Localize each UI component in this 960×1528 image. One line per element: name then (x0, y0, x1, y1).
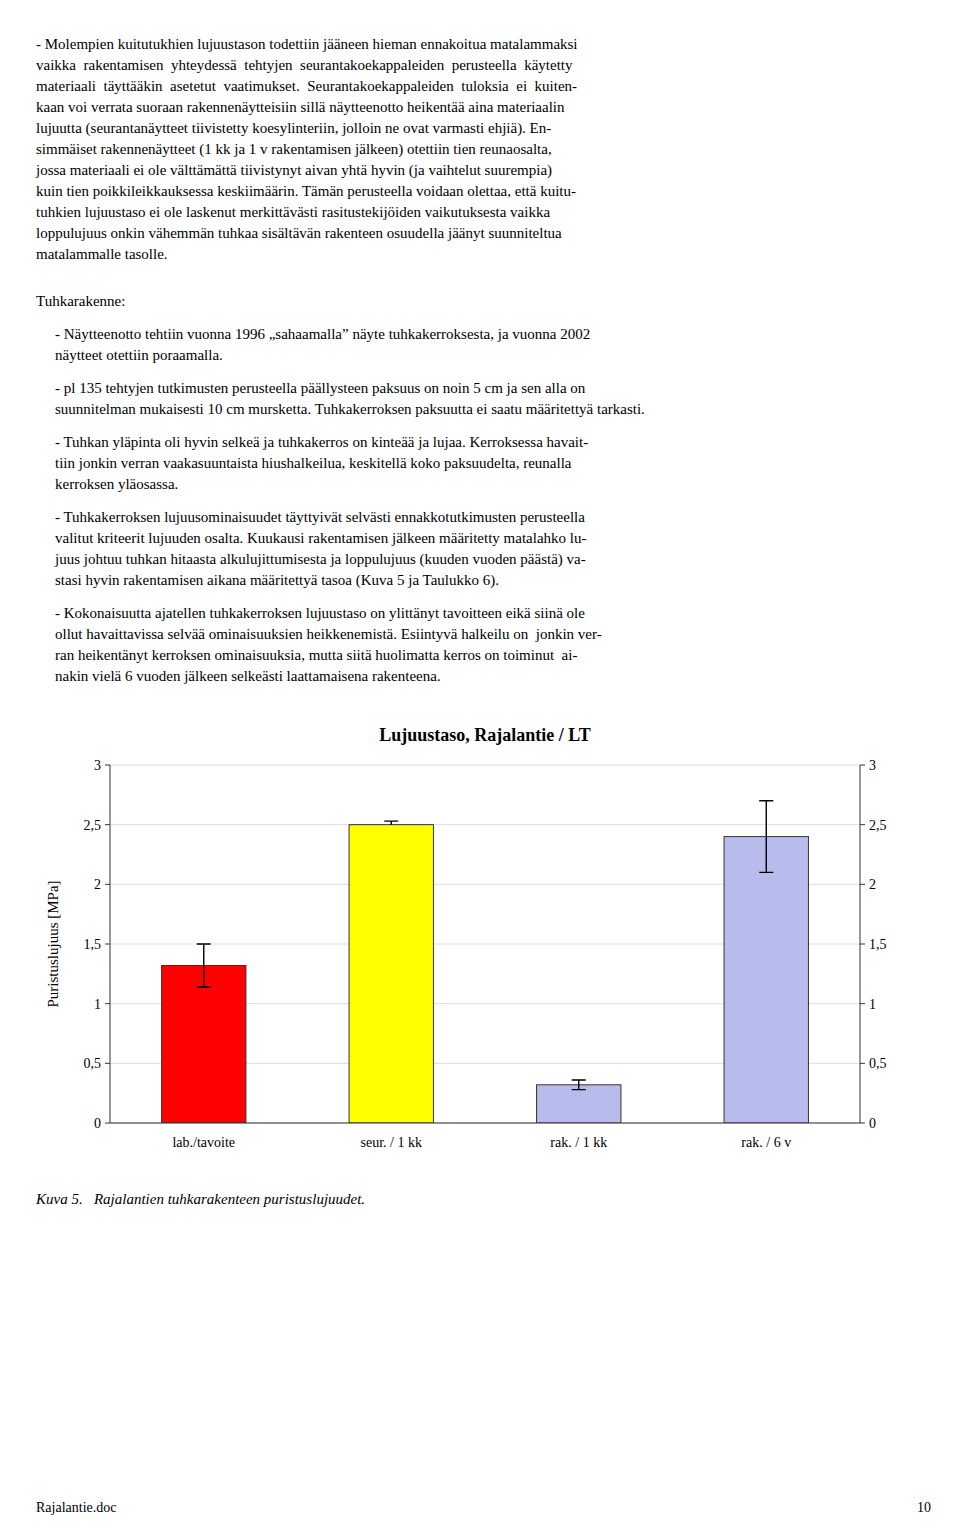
spacer (36, 366, 931, 378)
x-tick-label: lab./tavoite (172, 1135, 235, 1150)
spacer (36, 687, 931, 699)
bullet-line: näytteet otettiin poraamalla. (36, 345, 931, 366)
spacer (36, 265, 931, 291)
y2-tick (860, 765, 865, 766)
bullet-line: ran heikentänyt kerroksen ominaisuuksia,… (36, 645, 931, 666)
y-tick-label: 3 (94, 758, 101, 773)
paragraph-line: jossa materiaali ei ole välttämättä tiiv… (36, 160, 931, 181)
section-header: Tuhkarakenne: (36, 291, 931, 312)
y-tick (105, 884, 110, 885)
y2-tick-label: 0 (869, 1116, 876, 1131)
bullet-line: - Tuhkakerroksen lujuusominaisuudet täyt… (36, 507, 931, 528)
paragraph-line: matalammalle tasolle. (36, 244, 931, 265)
page-body: {"paragraph_lines": [ "- Molempien kuitu… (0, 0, 960, 1528)
paragraph-line: loppulujuus onkin vähemmän tuhkaa sisält… (36, 223, 931, 244)
y-tick (105, 765, 110, 766)
bullet-line: - Tuhkan yläpinta oli hyvin selkeä ja tu… (36, 432, 931, 453)
y2-tick (860, 944, 865, 945)
x-tick-label: seur. / 1 kk (361, 1135, 422, 1150)
figure-caption: Kuva 5. Rajalantien tuhkarakenteen puris… (36, 1191, 931, 1208)
paragraph-line: kuin tien poikkileikkauksessa keskiimäär… (36, 181, 931, 202)
grid-line (110, 1123, 860, 1124)
y2-tick-label: 0,5 (869, 1056, 887, 1071)
error-bar (572, 1080, 586, 1090)
y2-tick-label: 1 (869, 997, 876, 1012)
y2-tick (860, 824, 865, 825)
x-axis-line (110, 1123, 860, 1124)
error-bar (759, 801, 773, 873)
y2-tick-label: 3 (869, 758, 876, 773)
paragraph-line: vaikka rakentamisen yhteydessä tehtyjen … (36, 55, 931, 76)
bullet-line: suunnitelman mukaisesti 10 cm mursketta.… (36, 399, 931, 420)
y2-tick-label: 2,5 (869, 818, 887, 833)
x-tick-label: rak. / 1 kk (550, 1135, 607, 1150)
bullet-line: - Kokonaisuutta ajatellen tuhkakerroksen… (36, 603, 931, 624)
bullet-line: - pl 135 tehtyjen tutkimusten perusteell… (36, 378, 931, 399)
bullet-line: stasi hyvin rakentamisen aikana määritet… (36, 570, 931, 591)
y-tick-label: 1,5 (84, 937, 102, 952)
page-content: - Molempien kuitutukhien lujuustason tod… (36, 34, 931, 1208)
error-bar (197, 944, 211, 987)
y-tick-label: 2 (94, 877, 101, 892)
y-axis-label: Puristuslujuus [MPa] (45, 880, 61, 1007)
x-tick-label: rak. / 6 v (741, 1135, 791, 1150)
bullet-line: juus johtuu tuhkan hitaasta alkulujittum… (36, 549, 931, 570)
bar (724, 837, 808, 1123)
chart-title: Lujuustaso, Rajalantie / LT (379, 725, 590, 745)
y2-tick (860, 884, 865, 885)
bullet-line: - Näytteenotto tehtiin vuonna 1996 „saha… (36, 324, 931, 345)
y-tick (105, 1063, 110, 1064)
paragraph-line: simmäiset rakennenäytteet (1 kk ja 1 v r… (36, 139, 931, 160)
paragraph-line: materiaali täyttääkin asetetut vaatimuks… (36, 76, 931, 97)
marks (162, 801, 809, 1123)
y-tick (105, 944, 110, 945)
paragraph-line: - Molempien kuitutukhien lujuustason tod… (36, 34, 931, 55)
grid-line (110, 765, 860, 766)
bar (349, 825, 433, 1123)
bullet-line: kerroksen yläosassa. (36, 474, 931, 495)
bullet-line: tiin jonkin verran vaakasuuntaista hiush… (36, 453, 931, 474)
y2-tick-label: 2 (869, 877, 876, 892)
y-tick (105, 1123, 110, 1124)
spacer (36, 591, 931, 603)
paragraph-line: kaan voi verrata suoraan rakennenäytteis… (36, 97, 931, 118)
y-tick-label: 2,5 (84, 818, 102, 833)
bar-chart: Lujuustaso, Rajalantie / LT 0 0 0,5 0,5 1 1 1,5… (0, 713, 960, 1183)
y2-tick (860, 1003, 865, 1004)
spacer (36, 420, 931, 432)
y-tick (105, 824, 110, 825)
y2-tick (860, 1123, 865, 1124)
footer-left: Rajalantie.doc (36, 1500, 116, 1516)
bullet-line: ollut havaittavissa selvää ominaisuuksie… (36, 624, 931, 645)
y-tick-label: 1 (94, 997, 101, 1012)
y2-tick-label: 1,5 (869, 937, 887, 952)
y2-tick (860, 1063, 865, 1064)
bullet-line: nakin vielä 6 vuoden jälkeen selkeästi l… (36, 666, 931, 687)
y-tick-label: 0 (94, 1116, 101, 1131)
bar (162, 965, 246, 1123)
y-tick-label: 0,5 (84, 1056, 102, 1071)
y-tick (105, 1003, 110, 1004)
bullet-line: valitut kriteerit lujuuden osalta. Kuuka… (36, 528, 931, 549)
grid (110, 765, 860, 1123)
paragraph-line: lujuutta (seurantanäytteet tiivistetty k… (36, 118, 931, 139)
spacer (36, 495, 931, 507)
error-bar (384, 821, 398, 825)
footer-right: 10 (917, 1500, 931, 1516)
grid-line (110, 824, 860, 825)
paragraph-line: tuhkien lujuustaso ei ole laskenut merki… (36, 202, 931, 223)
spacer (36, 312, 931, 324)
bar (537, 1085, 621, 1123)
